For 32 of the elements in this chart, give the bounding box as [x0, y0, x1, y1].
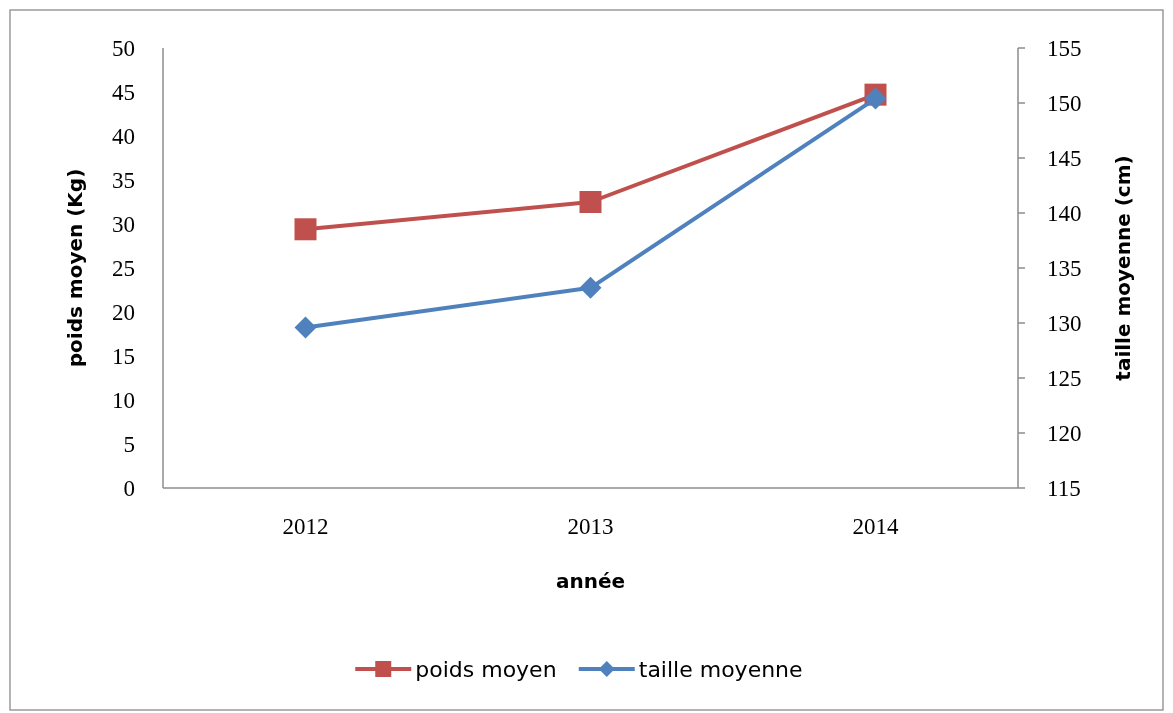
y2-tick-label: 140	[1047, 201, 1082, 227]
y-tick-label: 20	[112, 300, 135, 326]
y-tick-label: 40	[112, 124, 135, 150]
y2-axis-title: taille moyenne (cm)	[1111, 155, 1135, 381]
x-tick-label: 2012	[282, 514, 329, 539]
x-axis-title: année	[555, 569, 626, 593]
y-tick-label: 15	[112, 344, 135, 370]
y-tick-label: 35	[112, 168, 135, 194]
point	[294, 316, 317, 339]
y2-tick-label: 130	[1047, 311, 1082, 337]
y2-tick-label: 125	[1047, 366, 1082, 392]
y-tick-label: 10	[112, 388, 135, 414]
point	[579, 276, 602, 299]
y2-tick-label: 115	[1047, 476, 1081, 502]
y2-tick-label: 120	[1047, 421, 1082, 447]
y-axis-title: poids moyen (Kg)	[63, 168, 87, 368]
point	[579, 191, 602, 213]
x-tick-label: 2013	[567, 514, 614, 539]
y-tick-label: 50	[112, 36, 135, 62]
legend-label: poids moyen	[415, 656, 557, 682]
legend-label: taille moyenne	[638, 656, 803, 682]
y-tick-label: 25	[112, 256, 135, 282]
y-tick-label: 5	[123, 432, 135, 458]
y2-tick-label: 150	[1047, 91, 1082, 117]
y2-tick-label: 145	[1047, 146, 1082, 172]
y2-tick-label: 155	[1047, 36, 1082, 62]
y-tick-label: 0	[123, 476, 135, 502]
y-tick-label: 30	[112, 212, 135, 238]
y-tick-label: 45	[112, 80, 135, 106]
y2-tick-label: 135	[1047, 256, 1082, 282]
x-tick-label: 2014	[852, 514, 899, 539]
point	[294, 218, 317, 241]
